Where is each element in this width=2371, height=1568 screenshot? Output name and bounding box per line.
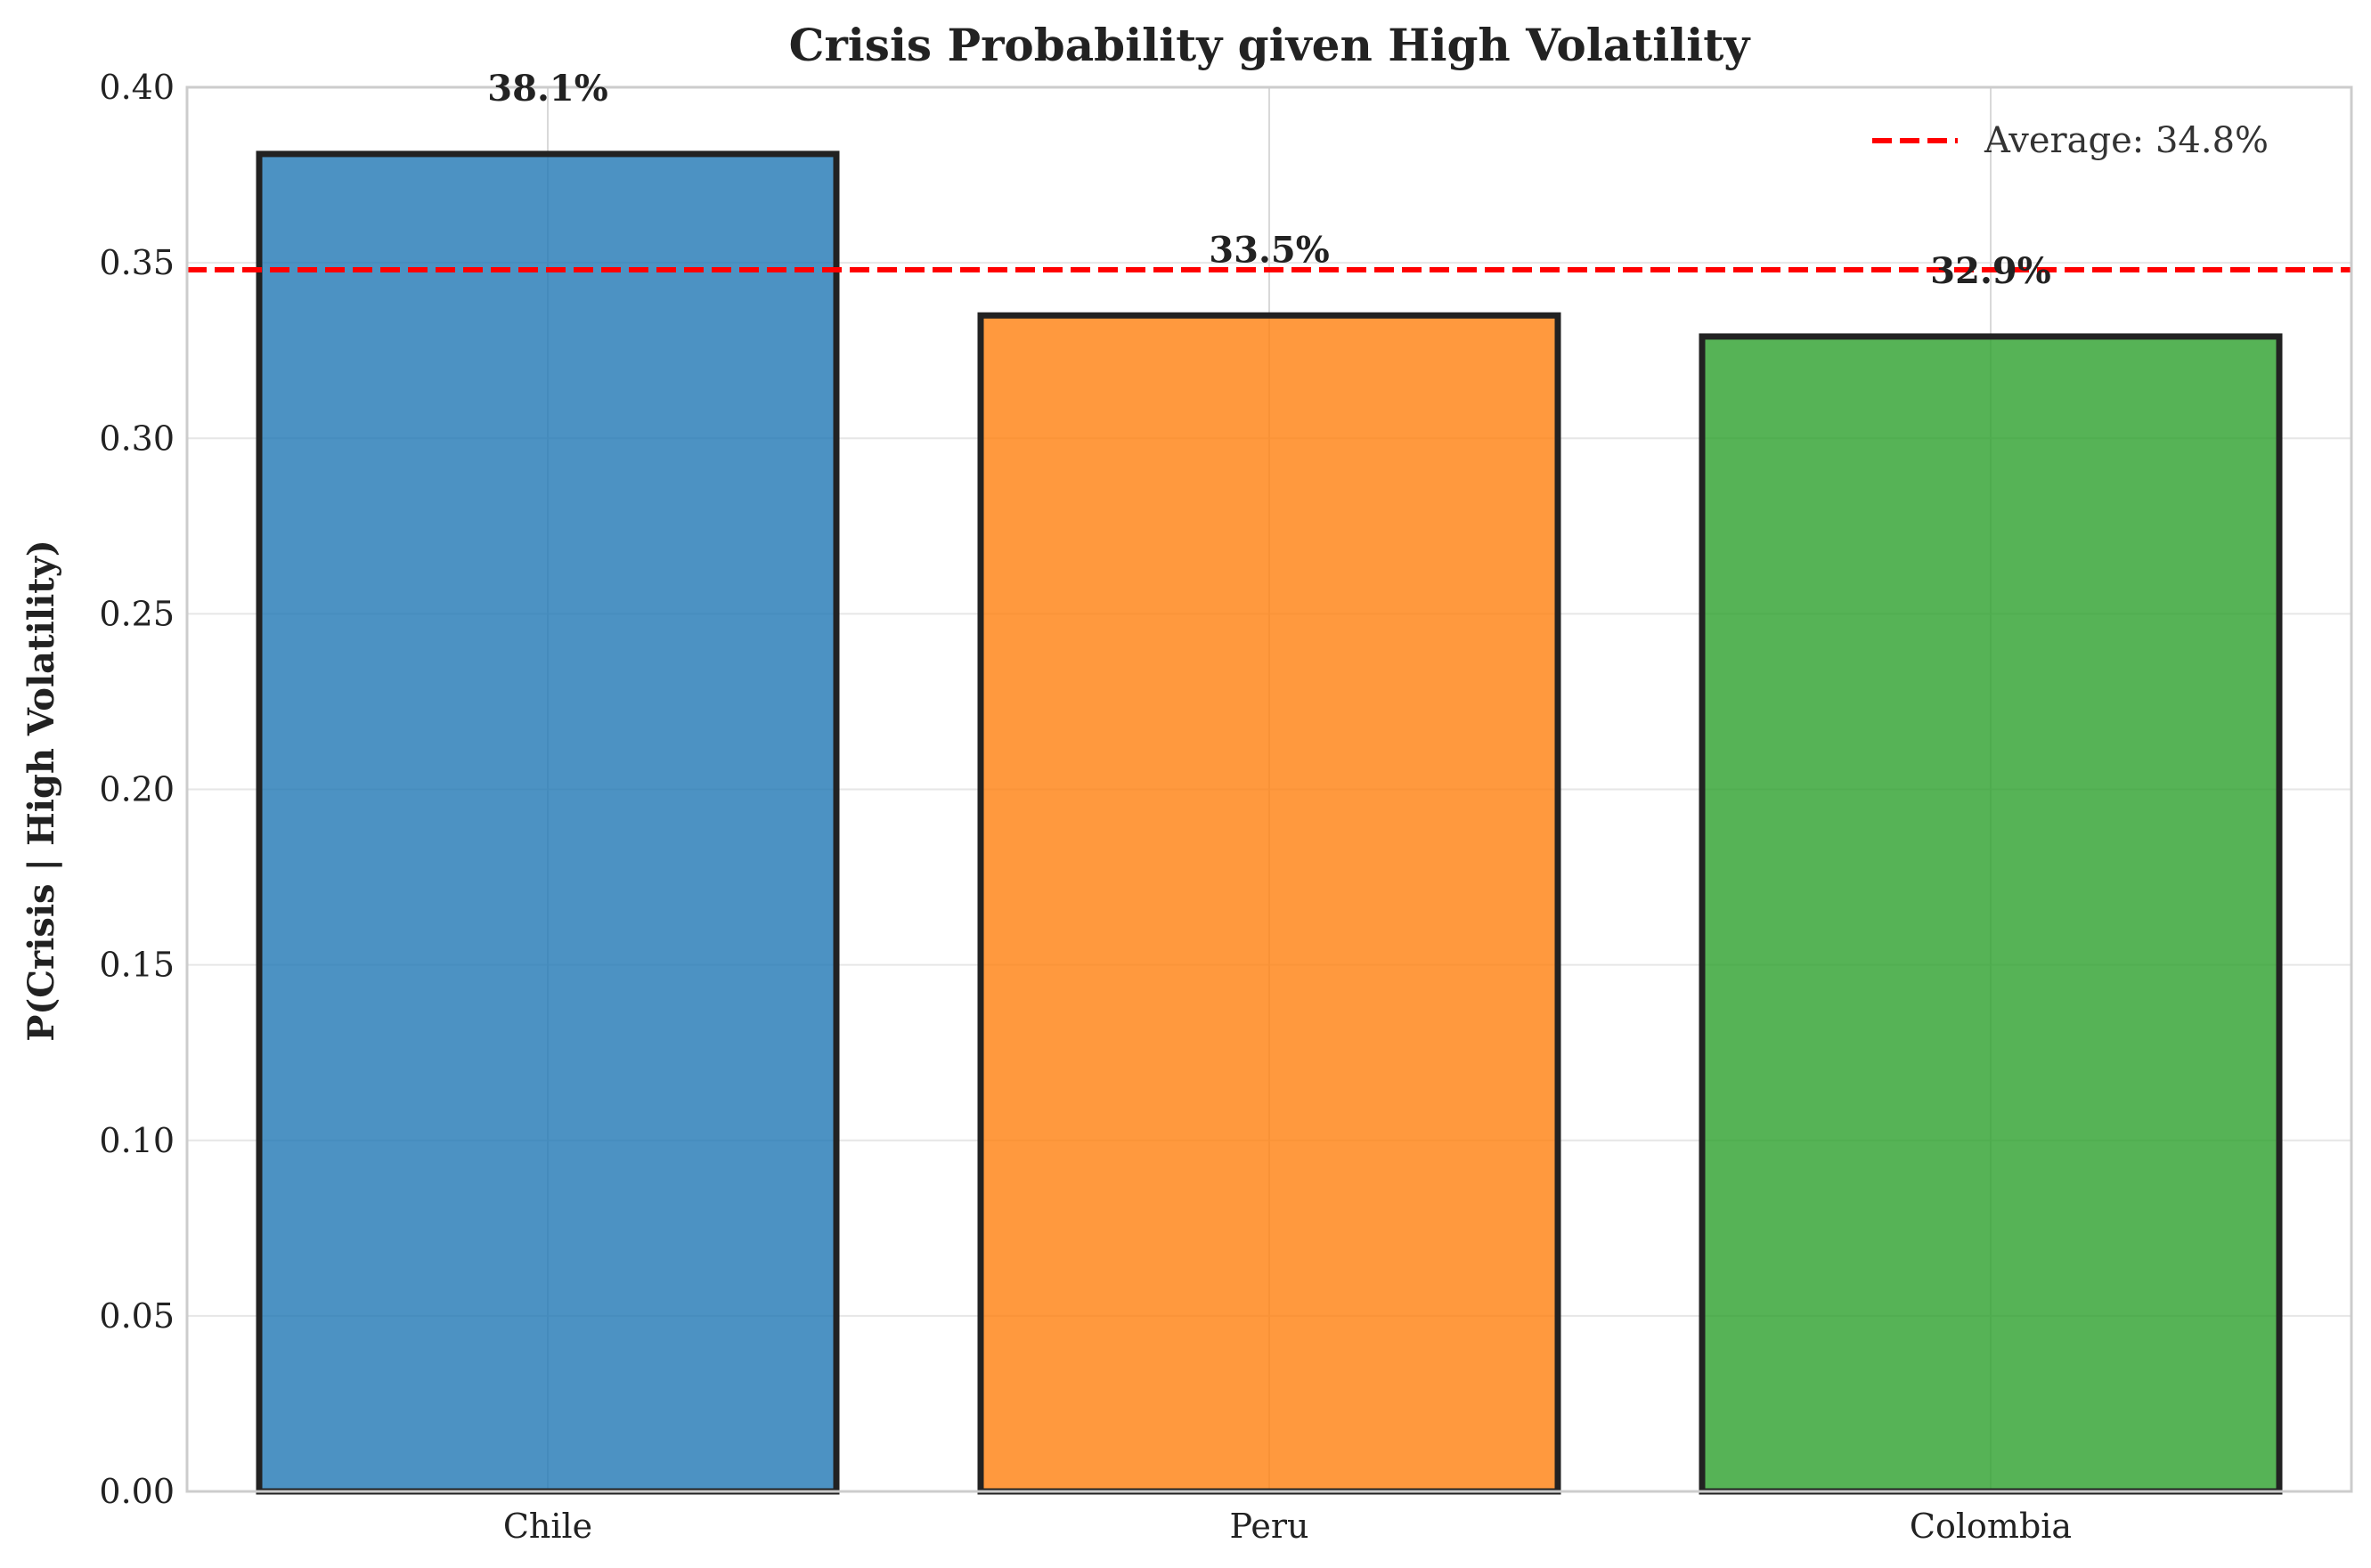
chart-title: Crisis Probability given High Volatility [789, 19, 1752, 71]
y-tick-label: 0.00 [99, 1472, 175, 1511]
x-tick-label: Colombia [1910, 1507, 2072, 1546]
y-tick-label: 0.20 [99, 770, 175, 809]
legend-average-label: Average: 34.8% [1984, 120, 2269, 161]
x-axis-ticks: Chile Peru Colombia [503, 1507, 2072, 1546]
x-tick-label: Peru [1230, 1507, 1309, 1546]
y-tick-label: 0.30 [99, 418, 175, 458]
bars [256, 150, 2283, 1495]
x-tick-label: Chile [503, 1507, 592, 1546]
y-axis-ticks: 0.00 0.05 0.10 0.15 0.20 0.25 0.30 0.35 0.40 [99, 68, 175, 1511]
y-tick-label: 0.25 [99, 594, 175, 633]
bar-value-labels: 38.1% 33.5% 32.9% [487, 68, 2050, 292]
plot-frame [185, 85, 2353, 1493]
y-tick-label: 0.35 [99, 243, 175, 282]
bar-peru [977, 312, 1561, 1495]
y-tick-label: 0.15 [99, 946, 175, 985]
bar-value-label: 33.5% [1209, 229, 1329, 271]
bar-value-label: 38.1% [487, 68, 607, 110]
legend: Average: 34.8% [1872, 120, 2269, 161]
y-axis-label: P(Crisis | High Volatility) [20, 540, 62, 1042]
y-tick-label: 0.10 [99, 1121, 175, 1160]
bar-value-label: 32.9% [1930, 250, 2050, 292]
bar-colombia [1699, 333, 2283, 1495]
y-tick-label: 0.40 [99, 68, 175, 107]
y-tick-label: 0.05 [99, 1296, 175, 1336]
bar-chile [256, 150, 840, 1495]
